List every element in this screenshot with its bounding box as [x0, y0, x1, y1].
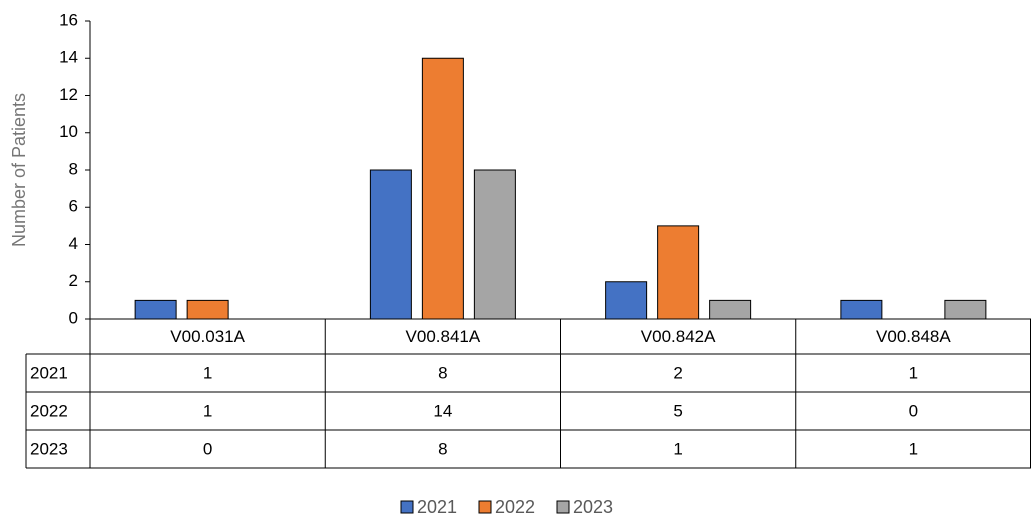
y-tick-label: 12 [59, 85, 78, 104]
y-tick-label: 16 [59, 10, 78, 29]
y-tick-label: 8 [69, 159, 78, 178]
table-cell: 1 [909, 439, 918, 458]
table-cell: 0 [909, 401, 918, 420]
y-tick-label: 14 [59, 48, 78, 67]
table-cell: 1 [909, 363, 918, 382]
table-cell: 14 [433, 401, 452, 420]
y-tick-label: 6 [69, 197, 78, 216]
bar [657, 225, 700, 320]
x-tick-label: V00.842A [641, 327, 716, 346]
bar [186, 299, 229, 320]
bar [369, 169, 412, 320]
x-tick-label: V00.841A [406, 327, 481, 346]
table-cell: 1 [673, 439, 682, 458]
table-cell: 8 [438, 363, 447, 382]
y-tick-label: 4 [69, 234, 78, 253]
bar [709, 299, 752, 320]
y-tick-label: 0 [69, 308, 78, 327]
y-tick-label: 2 [69, 271, 78, 290]
table-cell: 2 [673, 363, 682, 382]
table-row-label: 2023 [30, 439, 68, 458]
legend-label: 2023 [573, 497, 613, 514]
bar [944, 299, 987, 320]
bar [473, 169, 516, 320]
bar [605, 281, 648, 320]
table-cell: 1 [203, 401, 212, 420]
table-cell: 5 [673, 401, 682, 420]
table-cell: 1 [203, 363, 212, 382]
legend-label: 2021 [417, 497, 457, 514]
x-tick-label: V00.031A [170, 327, 245, 346]
table-cell: 0 [203, 439, 212, 458]
bar [840, 299, 883, 320]
bar [421, 57, 464, 320]
y-axis-label: Number of Patients [9, 93, 29, 247]
table-row-label: 2022 [30, 401, 68, 420]
bar [134, 299, 177, 320]
legend-swatch [400, 500, 414, 514]
legend-swatch [556, 500, 570, 514]
table-row-label: 2021 [30, 363, 68, 382]
y-tick-label: 10 [59, 122, 78, 141]
legend-label: 2022 [495, 497, 535, 514]
x-tick-label: V00.848A [876, 327, 951, 346]
table-cell: 8 [438, 439, 447, 458]
legend-swatch [478, 500, 492, 514]
